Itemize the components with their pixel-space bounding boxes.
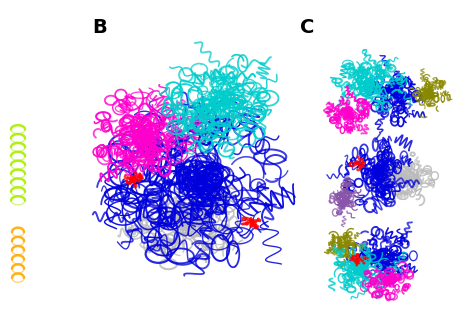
Text: B: B bbox=[92, 18, 107, 37]
Text: C: C bbox=[300, 18, 314, 37]
